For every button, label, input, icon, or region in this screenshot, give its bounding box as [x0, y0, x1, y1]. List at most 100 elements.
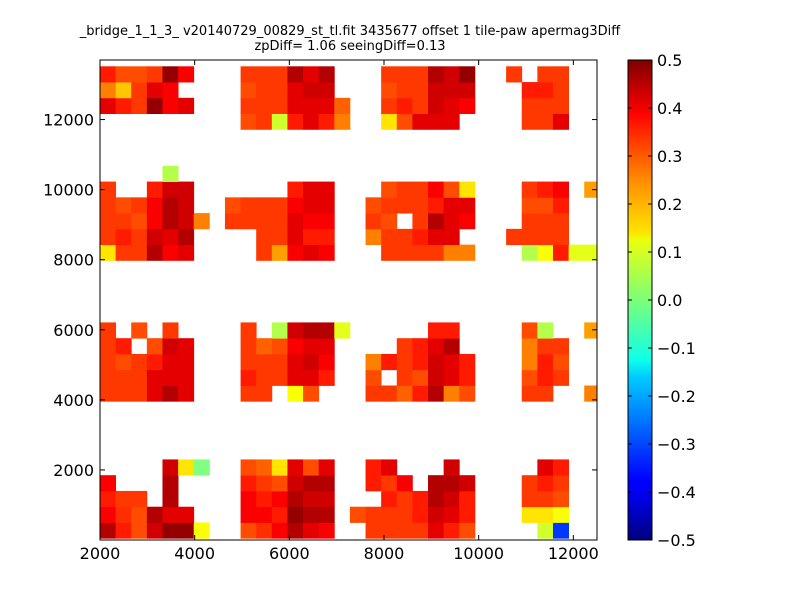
heatmap-cell: [256, 197, 273, 214]
heatmap-cell: [428, 490, 445, 508]
heatmap-cell: [193, 459, 210, 476]
heatmap-cell: [381, 490, 398, 508]
heatmap-cell: [256, 369, 273, 386]
heatmap-cell: [100, 197, 117, 214]
heatmap-cell: [318, 82, 335, 99]
heatmap-cell: [318, 213, 335, 230]
chart-title: _bridge_1_1_3_ v20140729_00829_st_tl.fit…: [0, 24, 700, 54]
heatmap-cell: [271, 322, 288, 339]
heatmap-cell: [178, 66, 195, 83]
heatmap-cell: [521, 385, 538, 402]
heatmap-cell: [381, 228, 398, 246]
heatmap-cell: [396, 338, 413, 355]
heatmap-cell: [178, 244, 195, 261]
heatmap-cell: [412, 181, 429, 198]
heatmap-cell: [115, 522, 132, 539]
heatmap-cell: [537, 197, 554, 214]
heatmap-cell: [162, 165, 179, 182]
heatmap-cell: [240, 66, 257, 83]
heatmap-cell: [162, 197, 179, 214]
heatmap-cell: [271, 459, 288, 476]
heatmap-cell: [240, 197, 257, 214]
heatmap-cell: [303, 506, 320, 523]
heatmap-cell: [552, 338, 569, 355]
heatmap-cell: [287, 322, 304, 339]
heatmap-cell: [459, 506, 476, 523]
heatmap-cell: [131, 97, 148, 115]
heatmap-cell: [537, 82, 554, 99]
heatmap-cell: [521, 213, 538, 230]
heatmap-cell: [568, 244, 585, 261]
heatmap-cell: [521, 244, 538, 261]
heatmap-cell: [381, 113, 398, 130]
heatmap-cell: [146, 82, 163, 99]
heatmap-cell: [443, 490, 460, 508]
heatmap-cell: [115, 97, 132, 115]
heatmap-cell: [240, 113, 257, 130]
heatmap-cell: [537, 338, 554, 355]
y-tick-label: 6000: [53, 321, 94, 340]
heatmap-cell: [521, 322, 538, 339]
heatmap-cell: [443, 353, 460, 371]
heatmap-cell: [443, 82, 460, 99]
heatmap-cell: [100, 228, 117, 246]
heatmap-cell: [256, 522, 273, 539]
heatmap-cell: [100, 369, 117, 386]
heatmap-cell: [224, 213, 241, 230]
heatmap-cell: [381, 82, 398, 99]
heatmap-cell: [459, 181, 476, 198]
heatmap-cell: [396, 181, 413, 198]
heatmap-cell: [303, 475, 320, 492]
heatmap-cell: [178, 459, 195, 476]
heatmap-cell: [428, 181, 445, 198]
heatmap-cell: [256, 228, 273, 246]
colorbar-tick-label: 0.0: [657, 291, 682, 310]
colorbar-tick-label: 0.4: [657, 99, 682, 118]
heatmap-cell: [146, 66, 163, 83]
heatmap-cell: [428, 228, 445, 246]
heatmap-cell: [162, 490, 179, 508]
heatmap-cell: [381, 475, 398, 492]
heatmap-cell: [162, 338, 179, 355]
heatmap-cell: [428, 213, 445, 230]
heatmap-cell: [381, 385, 398, 402]
y-tick-label: 2000: [53, 461, 94, 480]
heatmap-cell: [100, 522, 117, 539]
heatmap-cell: [318, 97, 335, 115]
heatmap-cell: [428, 197, 445, 214]
heatmap-cell: [381, 506, 398, 523]
heatmap-cell: [396, 506, 413, 523]
heatmap-cell: [131, 197, 148, 214]
heatmap-cell: [100, 338, 117, 355]
heatmap-cell: [131, 506, 148, 523]
heatmap-cell: [443, 181, 460, 198]
heatmap-cell: [271, 506, 288, 523]
x-tick-label: 4000: [174, 544, 215, 563]
y-axis: 2000 4000 6000 8000 10000 12000: [43, 111, 597, 480]
heatmap-cell: [318, 244, 335, 261]
heatmap-cell: [318, 369, 335, 386]
heatmap-cell: [271, 197, 288, 214]
heatmap-cell: [412, 353, 429, 371]
colorbar-tick-label: 0.2: [657, 195, 682, 214]
heatmap-cell: [443, 322, 460, 339]
heatmap-cell: [412, 197, 429, 214]
heatmap-cell: [412, 213, 429, 230]
heatmap-cell: [521, 181, 538, 198]
heatmap-cell: [365, 228, 382, 246]
heatmap-cell: [271, 338, 288, 355]
heatmap-cell: [131, 369, 148, 386]
heatmap-cell: [381, 353, 398, 371]
heatmap-cell: [256, 244, 273, 261]
heatmap-cell: [162, 322, 179, 339]
heatmap-cell: [240, 213, 257, 230]
heatmap-cell: [396, 244, 413, 261]
heatmap-cell: [521, 475, 538, 492]
heatmap-cell: [318, 113, 335, 130]
y-tick-label: 12000: [43, 111, 94, 130]
heatmap-cell: [193, 522, 210, 539]
heatmap-cell: [146, 197, 163, 214]
heatmap-cell: [240, 369, 257, 386]
heatmap-cell: [459, 385, 476, 402]
heatmap-cell: [396, 82, 413, 99]
